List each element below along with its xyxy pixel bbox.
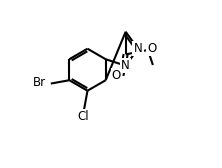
Text: Br: Br: [33, 76, 46, 89]
Text: O: O: [112, 69, 121, 82]
Text: N: N: [121, 59, 130, 72]
Text: O: O: [147, 42, 157, 55]
Text: Cl: Cl: [77, 110, 89, 123]
Text: N: N: [134, 42, 142, 55]
